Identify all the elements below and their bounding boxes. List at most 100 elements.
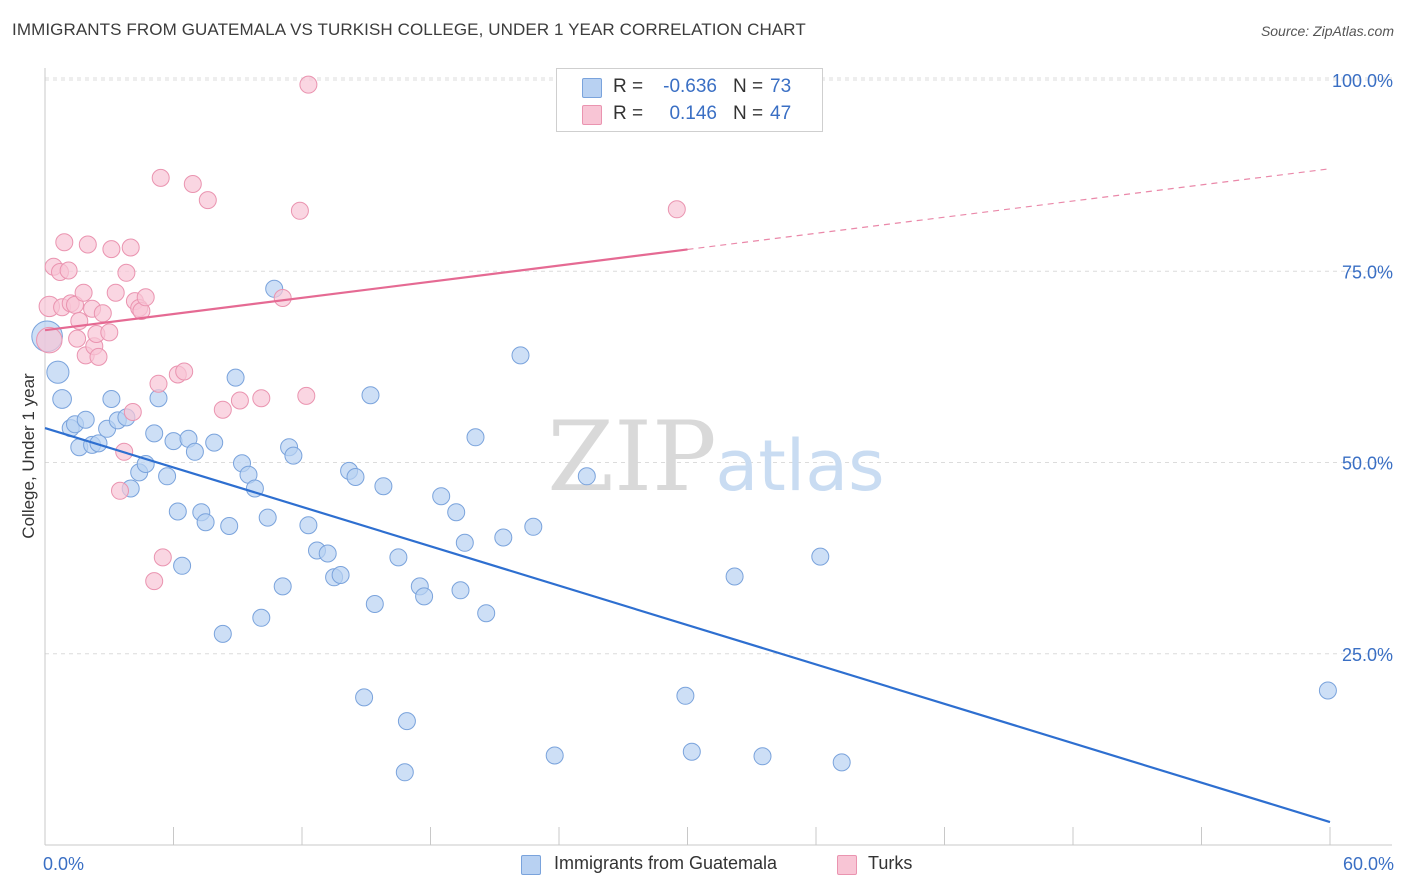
data-point-guatemala bbox=[346, 468, 365, 486]
data-point-guatemala bbox=[466, 428, 485, 447]
data-point-guatemala bbox=[361, 386, 380, 405]
series-swatch-guatemala bbox=[521, 855, 541, 875]
data-point-guatemala bbox=[185, 442, 204, 461]
data-point-guatemala bbox=[355, 688, 374, 707]
data-point-guatemala bbox=[1318, 681, 1337, 700]
data-point-turks bbox=[273, 289, 292, 307]
series-swatch-turks bbox=[837, 855, 857, 875]
watermark-zip: ZIP bbox=[547, 401, 716, 513]
y-tick-label: 75.0% bbox=[1342, 262, 1393, 282]
data-point-turks bbox=[149, 374, 168, 393]
data-point-guatemala bbox=[252, 608, 271, 627]
chart-title: IMMIGRANTS FROM GUATEMALA VS TURKISH COL… bbox=[12, 20, 806, 39]
data-point-turks bbox=[36, 326, 63, 354]
data-point-guatemala bbox=[173, 556, 192, 575]
data-point-guatemala bbox=[545, 746, 564, 765]
data-point-turks bbox=[667, 200, 686, 219]
data-point-turks bbox=[145, 572, 164, 591]
data-point-guatemala bbox=[753, 747, 772, 766]
trend-layer bbox=[44, 168, 1331, 824]
data-point-guatemala bbox=[511, 346, 530, 365]
series-legend-label: Immigrants from Guatemala bbox=[554, 853, 778, 873]
data-point-guatemala bbox=[374, 477, 393, 496]
data-point-guatemala bbox=[365, 595, 384, 613]
data-point-guatemala bbox=[196, 513, 215, 532]
points-layer bbox=[31, 75, 1337, 782]
x-tick-label: 60.0% bbox=[1343, 854, 1394, 874]
legend-row-turks: R = 0.146 N = 47 bbox=[557, 100, 822, 128]
trend-line-guatemala bbox=[44, 427, 1331, 824]
data-point-turks bbox=[100, 323, 119, 342]
trend-line-turks-extension bbox=[687, 168, 1331, 251]
data-point-turks bbox=[93, 304, 112, 323]
data-point-guatemala bbox=[46, 360, 70, 384]
y-tick-label: 25.0% bbox=[1342, 645, 1393, 665]
data-point-turks bbox=[117, 263, 136, 282]
data-point-guatemala bbox=[524, 517, 543, 536]
data-point-turks bbox=[106, 283, 125, 302]
data-point-guatemala bbox=[832, 753, 851, 772]
data-point-turks bbox=[153, 548, 172, 567]
data-point-guatemala bbox=[447, 503, 466, 522]
data-point-guatemala bbox=[415, 587, 434, 606]
data-point-turks bbox=[78, 235, 97, 254]
legend-n-label: N = bbox=[733, 76, 764, 97]
data-point-guatemala bbox=[52, 389, 72, 409]
data-point-turks bbox=[297, 386, 316, 405]
y-tick-label: 100.0% bbox=[1332, 71, 1393, 91]
data-point-guatemala bbox=[725, 567, 744, 586]
legend-n-value: 73 bbox=[770, 76, 792, 97]
data-point-turks bbox=[68, 329, 87, 348]
data-point-guatemala bbox=[273, 577, 292, 596]
data-point-guatemala bbox=[284, 446, 303, 465]
data-point-turks bbox=[198, 191, 217, 210]
data-point-turks bbox=[252, 389, 271, 408]
legend-r-value: -0.636 bbox=[663, 76, 717, 97]
data-point-turks bbox=[213, 400, 232, 419]
data-point-guatemala bbox=[102, 390, 121, 408]
data-point-turks bbox=[151, 168, 170, 187]
data-point-guatemala bbox=[682, 742, 701, 761]
watermark-atlas: atlas bbox=[715, 425, 884, 507]
legend-r-label: R = bbox=[613, 103, 644, 124]
legend-n-value: 47 bbox=[770, 103, 792, 124]
data-point-guatemala bbox=[477, 604, 496, 623]
data-point-guatemala bbox=[226, 368, 245, 387]
legend-r-value: 0.146 bbox=[669, 103, 717, 124]
source-label: Source: ZipAtlas.com bbox=[1260, 23, 1394, 39]
data-point-turks bbox=[290, 201, 309, 220]
legend-n-label: N = bbox=[733, 103, 764, 124]
series-legend-label: Turks bbox=[868, 853, 913, 873]
data-point-turks bbox=[123, 403, 142, 421]
axis-layer bbox=[44, 68, 1392, 846]
stats-legend: R = -0.636 N = 73 R = 0.146 N = 47 bbox=[556, 68, 823, 132]
y-axis-label: College, Under 1 year bbox=[19, 373, 38, 539]
data-point-guatemala bbox=[455, 533, 474, 552]
data-point-guatemala bbox=[164, 432, 183, 451]
data-point-turks bbox=[183, 175, 202, 193]
data-point-guatemala bbox=[397, 712, 416, 731]
data-point-turks bbox=[102, 240, 121, 259]
data-point-guatemala bbox=[577, 467, 596, 486]
data-point-guatemala bbox=[318, 544, 337, 563]
data-point-turks bbox=[55, 233, 74, 252]
y-tick-label: 50.0% bbox=[1342, 454, 1393, 474]
legend-swatch-guatemala bbox=[582, 78, 602, 98]
data-point-guatemala bbox=[395, 763, 414, 782]
data-point-guatemala bbox=[76, 410, 95, 429]
data-point-turks bbox=[175, 362, 194, 381]
data-point-guatemala bbox=[145, 424, 164, 443]
data-point-guatemala bbox=[213, 624, 232, 643]
data-point-guatemala bbox=[494, 528, 513, 547]
label-layer: 25.0% 50.0% 75.0% 100.0% 0.0% 60.0% bbox=[43, 71, 1394, 874]
legend-row-guatemala: R = -0.636 N = 73 bbox=[557, 73, 822, 101]
data-point-turks bbox=[59, 261, 78, 280]
legend-swatch-turks bbox=[582, 105, 602, 125]
data-point-turks bbox=[299, 75, 318, 94]
data-point-guatemala bbox=[205, 433, 224, 452]
data-point-turks bbox=[111, 481, 129, 500]
data-point-guatemala bbox=[158, 467, 177, 486]
series-legend: Immigrants from Guatemala Turks bbox=[0, 852, 1406, 878]
data-point-guatemala bbox=[168, 502, 187, 521]
